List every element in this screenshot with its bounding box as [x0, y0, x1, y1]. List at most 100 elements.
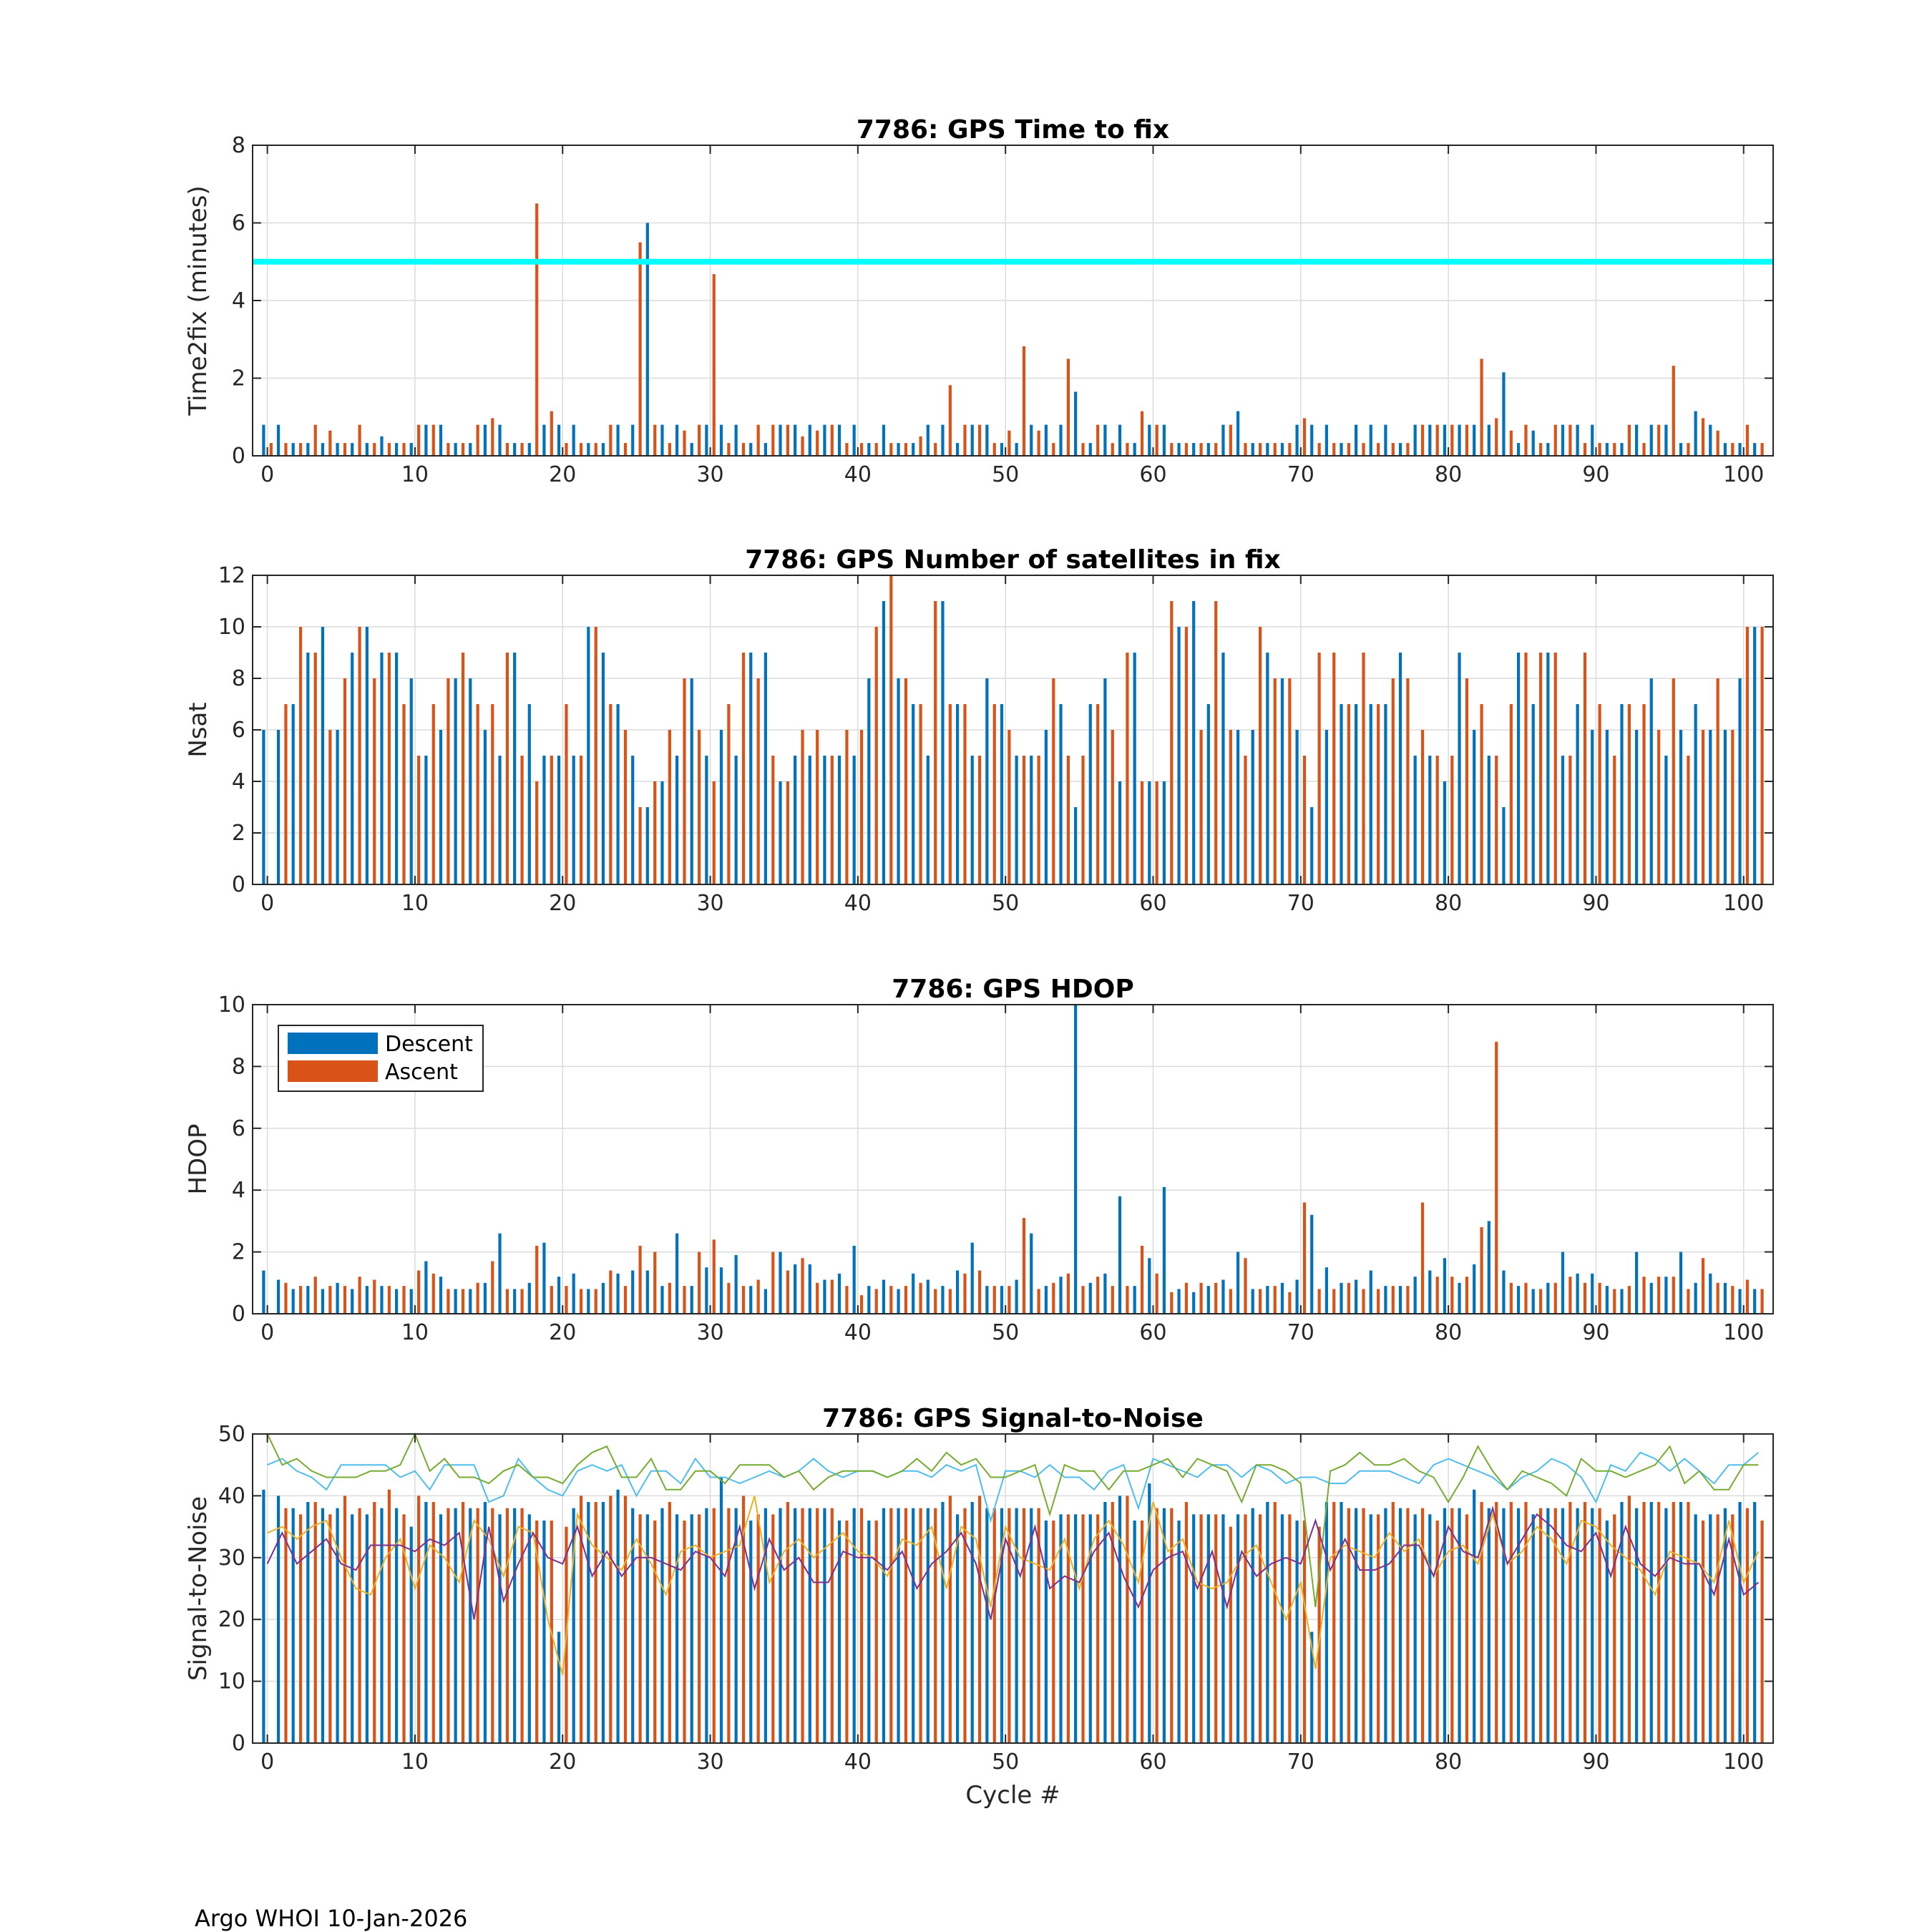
ascent-bar-41: [874, 443, 878, 456]
ascent-bar-7: [373, 443, 376, 456]
descent-bar-76: [1384, 424, 1387, 456]
descent-bar-58: [1118, 424, 1122, 456]
ascent-bar-38: [830, 424, 834, 456]
ascent-bar-70: [1302, 1520, 1307, 1743]
descent-bar-86: [1531, 1514, 1535, 1743]
ascent-bar-97: [1701, 730, 1705, 884]
ascent-bar-4: [328, 730, 332, 884]
ascent-bar-45: [934, 601, 937, 884]
snr-line-3: [267, 1496, 1760, 1676]
ascent-bar-31: [727, 1282, 731, 1314]
descent-bar-81: [1458, 424, 1461, 456]
ascent-bar-59: [1140, 1520, 1144, 1743]
descent-bar-52: [1030, 1233, 1033, 1314]
descent-bar-92: [1620, 443, 1624, 456]
ascent-bar-78: [1420, 1508, 1425, 1743]
ascent-bar-74: [1362, 443, 1365, 456]
ascent-bar-47: [963, 704, 967, 884]
descent-bar-96: [1679, 1502, 1683, 1743]
x-tick-label: 100: [1723, 1320, 1764, 1345]
descent-bar-54: [1059, 424, 1063, 456]
descent-bar-80: [1443, 1508, 1447, 1743]
descent-bar-73: [1340, 1502, 1343, 1743]
descent-bar-62: [1177, 1289, 1181, 1314]
descent-bar-95: [1664, 1277, 1668, 1314]
ascent-bar-44: [919, 1508, 922, 1743]
descent-bar-26: [645, 223, 649, 456]
descent-bar-45: [926, 1508, 930, 1743]
ascent-bar-11: [431, 1273, 435, 1314]
y-tick-label: 8: [232, 666, 245, 691]
ascent-bar-91: [1613, 1289, 1616, 1314]
ascent-bar-8: [387, 1489, 391, 1743]
ascent-bar-54: [1066, 1273, 1070, 1314]
ascent-bar-73: [1347, 1508, 1350, 1743]
descent-bar-95: [1664, 756, 1668, 884]
chart-panel-1: 0 10 20 30 40 50 60 70 80 90 100 0 2 4 6 8 7786: GPS Tim…: [184, 115, 1774, 487]
descent-bar-86: [1531, 430, 1535, 456]
ascent-bar-82: [1480, 358, 1483, 456]
ascent-bar-2: [298, 1514, 303, 1743]
descent-bar-6: [351, 1289, 354, 1314]
ascent-bar-0: [269, 443, 273, 456]
descent-bar-63: [1192, 1292, 1196, 1314]
ascent-bar-96: [1687, 1502, 1690, 1743]
ascent-bar-84: [1509, 430, 1513, 456]
descent-bar-54: [1059, 1514, 1063, 1743]
descent-bar-92: [1620, 704, 1624, 884]
descent-bar-45: [926, 756, 930, 884]
ascent-bar-5: [343, 1496, 347, 1743]
descent-bar-97: [1694, 704, 1697, 884]
ascent-bar-88: [1568, 756, 1572, 884]
descent-bar-98: [1709, 1514, 1712, 1743]
descent-bar-22: [587, 627, 590, 884]
ascent-bar-73: [1347, 443, 1350, 456]
ascent-bar-34: [771, 1514, 775, 1743]
descent-bar-58: [1118, 1496, 1122, 1743]
ascent-bar-93: [1642, 1502, 1646, 1743]
descent-bar-22: [587, 1289, 590, 1314]
descent-bar-35: [779, 1508, 782, 1743]
descent-bar-43: [897, 443, 900, 456]
ascent-bar-44: [919, 436, 922, 456]
descent-bar-1: [276, 1496, 280, 1743]
ascent-bar-78: [1420, 1202, 1425, 1314]
ascent-bar-94: [1657, 424, 1661, 456]
ascent-bar-48: [978, 1270, 982, 1314]
descent-bar-6: [351, 1514, 354, 1743]
descent-bar-34: [763, 1508, 767, 1743]
ascent-bar-12: [447, 1289, 450, 1314]
descent-bar-60: [1148, 1258, 1151, 1314]
descent-bar-89: [1576, 424, 1579, 456]
ascent-bar-67: [1259, 627, 1262, 884]
ascent-bar-92: [1627, 1496, 1631, 1743]
x-tick-label: 20: [549, 462, 576, 487]
descent-bar-60: [1148, 781, 1151, 884]
ascent-bar-65: [1229, 1526, 1232, 1743]
ascent-bar-8: [387, 653, 391, 884]
descent-bar-67: [1251, 1289, 1254, 1314]
y-tick-label: 10: [218, 1669, 245, 1694]
descent-bar-7: [365, 443, 369, 456]
ascent-bar-79: [1435, 1520, 1439, 1743]
ascent-bar-77: [1406, 443, 1410, 456]
descent-bar-48: [970, 1502, 974, 1743]
ascent-bar-47: [963, 1273, 967, 1314]
x-tick-label: 30: [696, 1750, 723, 1775]
descent-bar-40: [852, 1508, 856, 1743]
ascent-bar-17: [520, 443, 524, 456]
descent-bar-30: [705, 756, 708, 884]
ascent-bar-99: [1731, 1514, 1735, 1743]
descent-bar-99: [1723, 730, 1727, 884]
ascent-bar-33: [756, 424, 760, 456]
descent-bar-23: [601, 1282, 605, 1314]
ascent-bar-37: [816, 430, 819, 456]
descent-bar-88: [1561, 756, 1565, 884]
ascent-bar-80: [1450, 424, 1454, 456]
ascent-bar-100: [1745, 424, 1750, 456]
descent-bar-57: [1103, 678, 1107, 884]
ascent-bar-32: [741, 653, 746, 884]
descent-bar-29: [690, 443, 693, 456]
ascent-bar-36: [801, 1258, 804, 1314]
